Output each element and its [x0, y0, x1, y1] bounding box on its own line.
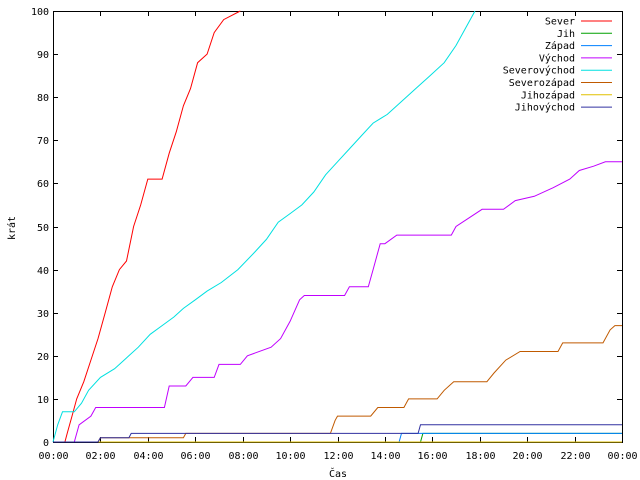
series-line-3: [53, 161, 622, 443]
series-line-7: [53, 424, 622, 443]
legend-label: Severovýchod: [503, 65, 575, 77]
series-line-4: [52, 10, 476, 443]
x-tick-label: 10:00: [275, 451, 305, 462]
x-tick-label: 18:00: [465, 451, 495, 462]
y-tick-label: 100: [31, 7, 49, 18]
x-tick-label: 06:00: [180, 451, 210, 462]
y-tick-label: 40: [37, 266, 49, 277]
y-tick-label: 80: [37, 93, 49, 104]
legend-label: Východ: [539, 52, 575, 64]
x-tick-label: 08:00: [228, 451, 258, 462]
y-tick-label: 20: [37, 352, 49, 363]
y-axis: 0 10 20 30 40 50 60 70 80 90 100: [31, 7, 622, 449]
y-tick-label: 90: [37, 50, 49, 61]
x-tick-label: 02:00: [85, 451, 115, 462]
x-tick-label: 04:00: [133, 451, 163, 462]
legend-label: Západ: [545, 40, 575, 52]
x-tick-label: 00:00: [607, 451, 637, 462]
y-tick-label: 10: [37, 395, 49, 406]
x-axis: 00:00 02:00 04:00 06:00 08:00 10:00 12:00 14:00…: [38, 11, 638, 462]
x-tick-label: 16:00: [417, 451, 447, 462]
y-tick-label: 30: [37, 309, 49, 320]
x-tick-label: 20:00: [512, 451, 542, 462]
series-layer: [52, 10, 622, 443]
legend-label: Jihozápad: [521, 89, 575, 101]
legend-label: Jih: [557, 29, 575, 40]
y-tick-label: 60: [37, 179, 49, 190]
legend-label: Jihovýchod: [515, 102, 575, 114]
series-line-0: [53, 10, 241, 443]
y-tick-label: 70: [37, 136, 49, 147]
x-tick-label: 14:00: [370, 451, 400, 462]
y-axis-label: krát: [6, 216, 18, 240]
x-tick-label: 00:00: [38, 451, 68, 462]
y-tick-label: 0: [43, 438, 49, 449]
legend-label: Sever: [545, 17, 575, 28]
x-tick-label: 22:00: [560, 451, 590, 462]
y-tick-label: 50: [37, 223, 49, 234]
legend: SeverJihZápadVýchodSeverovýchodSeverozáp…: [503, 17, 612, 114]
x-axis-label: Čas: [329, 467, 347, 480]
x-tick-label: 12:00: [323, 451, 353, 462]
legend-label: Severozápad: [509, 77, 575, 89]
